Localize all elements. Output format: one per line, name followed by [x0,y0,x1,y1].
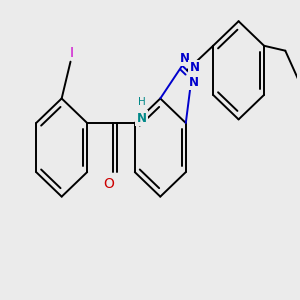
Text: N: N [189,61,200,74]
Text: H: H [138,98,146,107]
Text: N: N [179,52,190,65]
Text: N: N [189,76,199,89]
Text: I: I [70,46,74,60]
Text: N: N [136,112,147,124]
Text: O: O [103,177,114,191]
